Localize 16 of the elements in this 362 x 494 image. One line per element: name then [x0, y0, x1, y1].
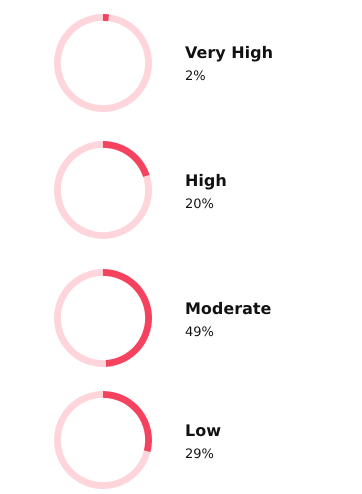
text: 29% — [185, 447, 214, 462]
donut-slice — [103, 141, 150, 177]
text: 2% — [185, 69, 206, 84]
donut-slice — [103, 269, 152, 367]
donut-slice — [54, 141, 152, 239]
donut-slice — [54, 391, 150, 489]
donut-slice — [103, 14, 110, 22]
text: Low — [185, 421, 222, 440]
donut-slice — [54, 269, 106, 367]
donut-slice — [54, 14, 152, 112]
text: Moderate — [185, 299, 272, 318]
text: Very High — [185, 43, 273, 62]
text: 20% — [185, 197, 214, 212]
text: 49% — [185, 325, 214, 340]
donut-slice — [103, 391, 152, 452]
text: High — [185, 171, 227, 190]
